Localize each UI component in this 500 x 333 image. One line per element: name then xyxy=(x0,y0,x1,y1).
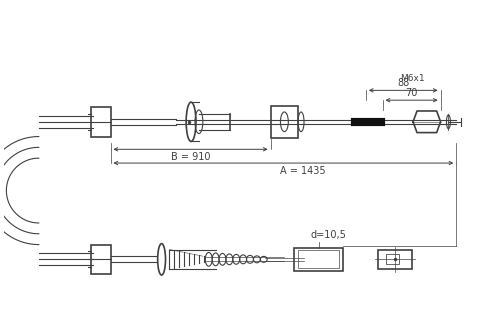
Bar xyxy=(386,254,400,264)
Text: 24.3728-0335.2: 24.3728-0335.2 xyxy=(104,10,276,29)
Text: d=10,5: d=10,5 xyxy=(310,230,346,240)
Bar xyxy=(270,106,298,138)
Bar xyxy=(91,107,110,137)
Bar xyxy=(298,250,340,268)
Text: 590335: 590335 xyxy=(320,10,400,29)
Text: A = 1435: A = 1435 xyxy=(280,166,326,176)
Text: 88: 88 xyxy=(397,78,409,88)
Text: B = 910: B = 910 xyxy=(171,152,210,162)
Bar xyxy=(378,249,412,269)
Text: M6x1: M6x1 xyxy=(400,74,424,83)
Bar xyxy=(91,244,110,274)
Bar xyxy=(294,247,344,271)
Text: 70: 70 xyxy=(406,88,418,98)
